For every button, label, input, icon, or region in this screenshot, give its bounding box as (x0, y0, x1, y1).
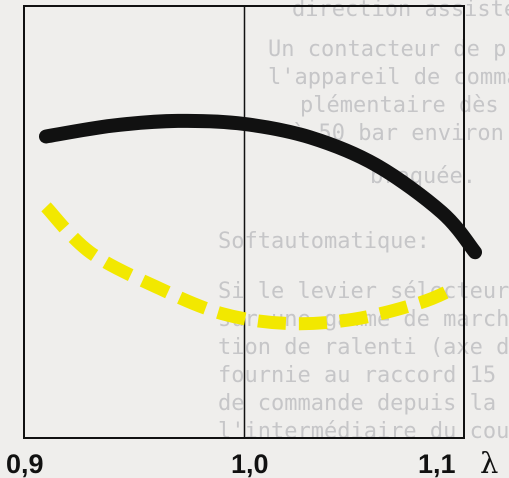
x-tick-label: 0,9 (6, 449, 44, 478)
bleed-line: Softautomatique: (218, 229, 430, 254)
bleed-through-text: direction assistée. Un contacteur de pre… (218, 0, 509, 444)
series-layer (39, 113, 482, 331)
bleed-line: l'appareil de commande un signa (268, 65, 509, 90)
bleed-line: de commande depuis la borne 50 (218, 391, 509, 416)
bleed-line: Si le levier sélecteur est enga (218, 279, 509, 304)
x-tick-label: 1,0 (231, 449, 269, 478)
bleed-line: Un contacteur de pression fourn (268, 37, 509, 62)
bleed-line: l'intermédiaire du coupe-circui (218, 419, 509, 444)
bleed-line: direction assistée. (292, 0, 509, 22)
x-tick-label: 1,1 (418, 449, 456, 478)
series-line-solid (39, 113, 482, 260)
bleed-line: tion de ralenti (axe du régime (218, 335, 509, 360)
bleed-line: fournie au raccord 15 de l'appa (218, 363, 509, 388)
x-axis-label: λ (480, 446, 498, 478)
bleed-line: plémentaire dès que la pression (300, 93, 509, 118)
